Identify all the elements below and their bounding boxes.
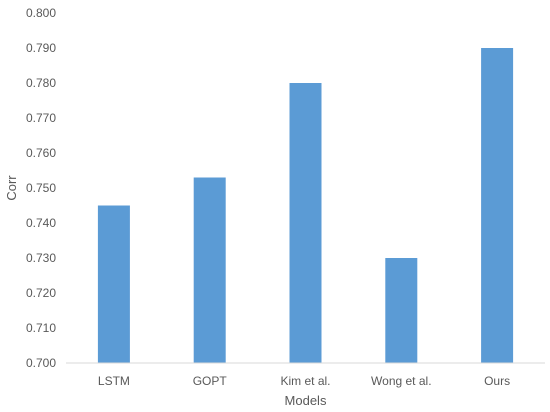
- x-tick-label: Kim et al.: [280, 374, 330, 388]
- bars: [97, 48, 514, 363]
- x-axis-ticks: LSTM GOPT Kim et al. Wong et al. Ours: [98, 374, 510, 388]
- y-tick-label: 0.720: [26, 286, 56, 300]
- y-axis-title: Corr: [4, 175, 19, 201]
- y-axis-ticks: 0.700 0.710 0.720 0.730 0.740 0.750 0.760 0.770…: [26, 6, 56, 370]
- y-tick-label: 0.750: [26, 181, 56, 195]
- bar-gopt: [193, 177, 226, 363]
- bar-kim-et-al: [289, 83, 322, 363]
- bar-wong-et-al: [385, 258, 418, 363]
- y-tick-label: 0.740: [26, 216, 56, 230]
- y-tick-label: 0.780: [26, 76, 56, 90]
- x-tick-label: GOPT: [193, 374, 228, 388]
- y-tick-label: 0.790: [26, 41, 56, 55]
- y-tick-label: 0.760: [26, 146, 56, 160]
- bar-lstm: [97, 205, 130, 363]
- y-tick-label: 0.710: [26, 321, 56, 335]
- x-tick-label: Wong et al.: [371, 374, 431, 388]
- x-tick-label: Ours: [484, 374, 510, 388]
- y-tick-label: 0.800: [26, 6, 56, 20]
- x-axis-title: Models: [285, 393, 327, 408]
- x-tick-label: LSTM: [98, 374, 130, 388]
- y-tick-label: 0.770: [26, 111, 56, 125]
- y-tick-label: 0.700: [26, 356, 56, 370]
- y-tick-label: 0.730: [26, 251, 56, 265]
- bar-ours: [481, 48, 514, 363]
